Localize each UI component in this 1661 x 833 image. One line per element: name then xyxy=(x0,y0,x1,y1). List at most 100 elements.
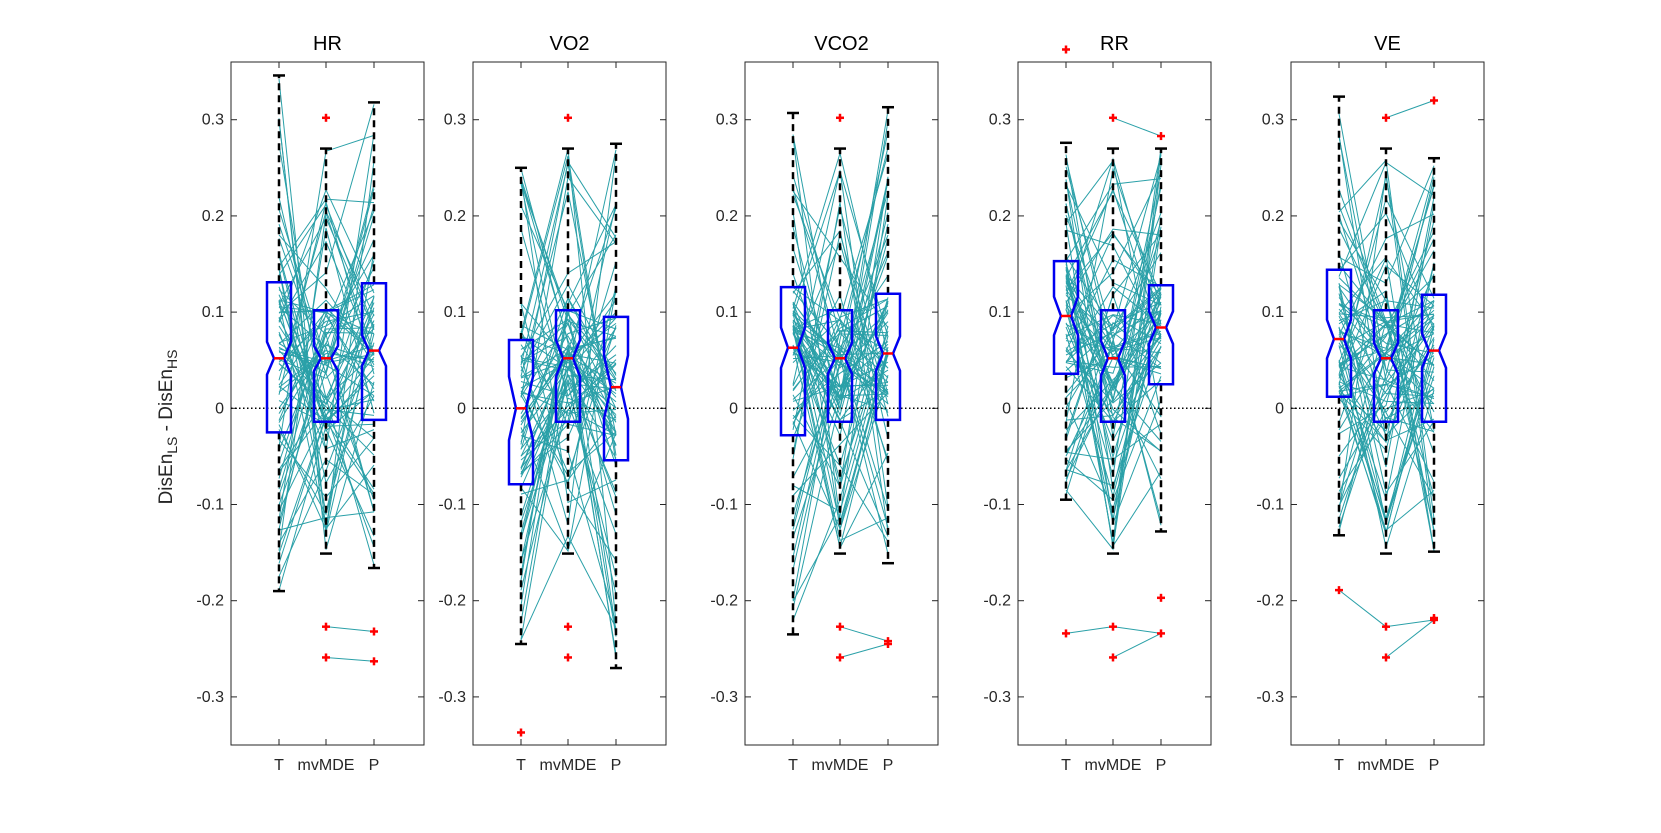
paired-line xyxy=(792,188,889,511)
paired-line xyxy=(278,239,375,423)
notched-box xyxy=(1099,308,1127,424)
box-p xyxy=(1420,96,1448,624)
outlier-marker xyxy=(1157,629,1165,638)
paired-line xyxy=(1338,325,1435,457)
paired-line xyxy=(1065,228,1162,304)
outlier-marker xyxy=(836,622,844,631)
paired-line xyxy=(520,302,617,362)
panel-title: VCO2 xyxy=(814,33,868,55)
box-t xyxy=(779,111,807,636)
paired-line xyxy=(1385,619,1435,658)
axes-frame xyxy=(1290,61,1485,746)
x-tick-label: mvMDE xyxy=(540,757,597,774)
paired-line xyxy=(520,373,617,498)
paired-line xyxy=(278,314,375,390)
paired-line xyxy=(1385,100,1435,119)
y-tick-label: -0.3 xyxy=(983,689,1011,706)
y-tick-label: 0.2 xyxy=(716,208,738,225)
outlier-marker xyxy=(1382,622,1390,631)
outlier-marker xyxy=(370,657,378,666)
paired-line xyxy=(792,321,889,482)
box-p xyxy=(360,101,388,666)
panel-rr: -0.3 -0.2 -0.1 0 0.1 0.2 0.3 T mvMDE P RR xyxy=(983,33,1212,774)
x-tick-label: P xyxy=(1156,757,1167,774)
box-p xyxy=(602,142,630,670)
box-t xyxy=(507,166,535,737)
outlier-marker xyxy=(322,653,330,662)
paired-line xyxy=(1065,314,1162,363)
box-p xyxy=(874,105,902,648)
panel-vco2: -0.3 -0.2 -0.1 0 0.1 0.2 0.3 T mvMDE P VCO2 xyxy=(710,33,939,774)
outlier-marker xyxy=(1109,113,1117,122)
y-tick-label: -0.3 xyxy=(196,689,224,706)
y-tick-label: 0.1 xyxy=(444,304,466,321)
paired-line xyxy=(1065,269,1162,468)
paired-line xyxy=(792,110,889,400)
panel-hr: -0.3 -0.2 -0.1 0 0.1 0.2 0.3 T mvMDE P HR xyxy=(196,33,425,774)
paired-line xyxy=(1338,214,1435,373)
outlier-marker xyxy=(1157,132,1165,141)
paired-line xyxy=(1338,314,1435,479)
paired-line xyxy=(278,350,375,439)
y-tick-label: -0.2 xyxy=(710,593,738,610)
paired-line xyxy=(278,118,375,550)
outlier-marker xyxy=(1382,113,1390,122)
outlier-marker xyxy=(1109,653,1117,662)
paired-line xyxy=(839,643,889,658)
paired-line xyxy=(520,155,617,456)
paired-line xyxy=(792,355,889,393)
paired-line xyxy=(792,298,889,425)
panel-title: HR xyxy=(313,33,342,55)
x-tick-label: P xyxy=(611,757,622,774)
paired-line xyxy=(1065,321,1162,471)
paired-line xyxy=(278,143,375,432)
box-mvmde xyxy=(312,113,340,662)
notched-box xyxy=(554,308,582,424)
paired-line xyxy=(792,238,889,417)
paired-line xyxy=(1112,626,1162,634)
panel-ve: -0.3 -0.2 -0.1 0 0.1 0.2 0.3 T mvMDE P VE xyxy=(1256,33,1485,774)
y-tick-label: -0.2 xyxy=(438,593,466,610)
paired-line xyxy=(1065,155,1162,332)
paired-line xyxy=(278,254,375,414)
x-tick-label: T xyxy=(1334,757,1344,774)
y-tick-label: 0.3 xyxy=(444,112,466,129)
axes-frame xyxy=(230,61,425,746)
x-tick-label: T xyxy=(788,757,798,774)
y-tick-label: -0.2 xyxy=(983,593,1011,610)
paired-lines xyxy=(792,110,889,658)
paired-line xyxy=(1065,256,1162,329)
paired-line xyxy=(1338,220,1435,435)
paired-line xyxy=(792,290,889,383)
y-tick-label: 0 xyxy=(1275,400,1284,417)
paired-line xyxy=(792,134,889,387)
x-tick-label: mvMDE xyxy=(1085,757,1142,774)
paired-line xyxy=(1112,632,1162,658)
paired-line xyxy=(520,344,617,417)
x-tick-label: mvMDE xyxy=(298,757,355,774)
notched-box xyxy=(507,338,535,486)
paired-line xyxy=(278,197,375,400)
paired-line xyxy=(1338,314,1435,507)
box-t xyxy=(265,74,293,593)
y-tick-label: 0.2 xyxy=(444,208,466,225)
x-tick-label: T xyxy=(1061,757,1071,774)
paired-line xyxy=(520,335,617,419)
outlier-marker xyxy=(1430,96,1438,105)
paired-line xyxy=(278,413,375,548)
notched-box xyxy=(360,282,388,422)
outlier-marker xyxy=(1062,45,1070,54)
paired-line xyxy=(1065,164,1162,551)
outlier-marker xyxy=(322,622,330,631)
notched-box xyxy=(1372,308,1400,424)
paired-line xyxy=(1065,293,1162,472)
notched-box xyxy=(826,308,854,424)
panel-title: VO2 xyxy=(549,33,589,55)
notched-box xyxy=(874,292,902,422)
paired-line xyxy=(278,216,375,330)
outlier-marker xyxy=(564,113,572,122)
outlier-marker xyxy=(370,627,378,636)
paired-line xyxy=(792,332,889,425)
paired-line xyxy=(1338,289,1435,551)
outlier-marker xyxy=(1062,629,1070,638)
